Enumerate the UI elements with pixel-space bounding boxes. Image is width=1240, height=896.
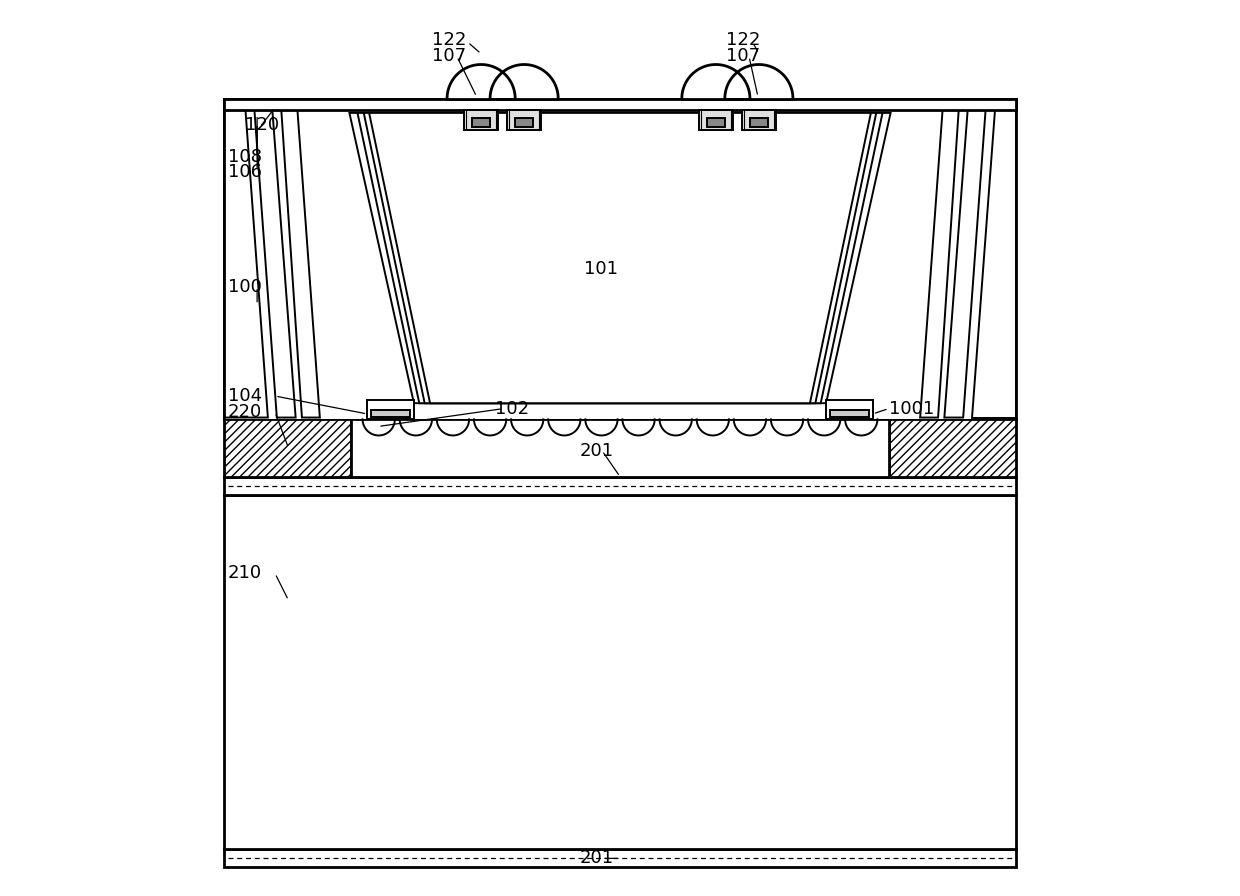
Text: 201: 201: [579, 849, 614, 867]
Polygon shape: [945, 110, 986, 418]
Text: 220: 220: [228, 403, 262, 421]
Polygon shape: [370, 113, 870, 403]
Text: 122: 122: [432, 31, 466, 49]
Text: 107: 107: [432, 47, 466, 65]
Polygon shape: [490, 65, 558, 99]
Bar: [367, 400, 414, 419]
Bar: [507, 110, 541, 130]
Polygon shape: [363, 113, 877, 403]
Text: 108: 108: [228, 148, 262, 166]
Bar: [351, 419, 889, 477]
Polygon shape: [448, 65, 515, 99]
Bar: [224, 477, 1016, 495]
Text: 210: 210: [228, 564, 262, 582]
Text: 107: 107: [725, 47, 760, 65]
Polygon shape: [357, 113, 883, 403]
Polygon shape: [254, 110, 295, 418]
Polygon shape: [972, 110, 1016, 418]
Bar: [472, 118, 490, 127]
Text: 201: 201: [579, 442, 614, 460]
Text: 1001: 1001: [889, 400, 934, 418]
Polygon shape: [682, 65, 750, 99]
Text: 100: 100: [228, 278, 262, 296]
Bar: [699, 110, 733, 130]
Bar: [224, 849, 1016, 867]
Bar: [224, 495, 1016, 849]
Text: 104: 104: [228, 387, 262, 405]
Text: 122: 122: [725, 31, 760, 49]
Bar: [224, 99, 1016, 110]
Text: 106: 106: [228, 163, 262, 181]
Polygon shape: [224, 110, 268, 418]
Bar: [515, 118, 533, 127]
Bar: [224, 419, 351, 477]
Polygon shape: [920, 110, 959, 418]
Bar: [889, 419, 1016, 477]
Bar: [224, 99, 1016, 419]
Bar: [707, 118, 725, 127]
Bar: [464, 110, 498, 130]
Polygon shape: [281, 110, 320, 418]
Text: 102: 102: [495, 400, 528, 418]
Text: 120: 120: [246, 116, 279, 134]
Bar: [750, 118, 768, 127]
Polygon shape: [350, 113, 890, 403]
Bar: [830, 409, 869, 417]
Bar: [371, 409, 410, 417]
Polygon shape: [725, 65, 792, 99]
Bar: [742, 110, 776, 130]
Text: 101: 101: [584, 260, 619, 278]
Bar: [826, 400, 873, 419]
